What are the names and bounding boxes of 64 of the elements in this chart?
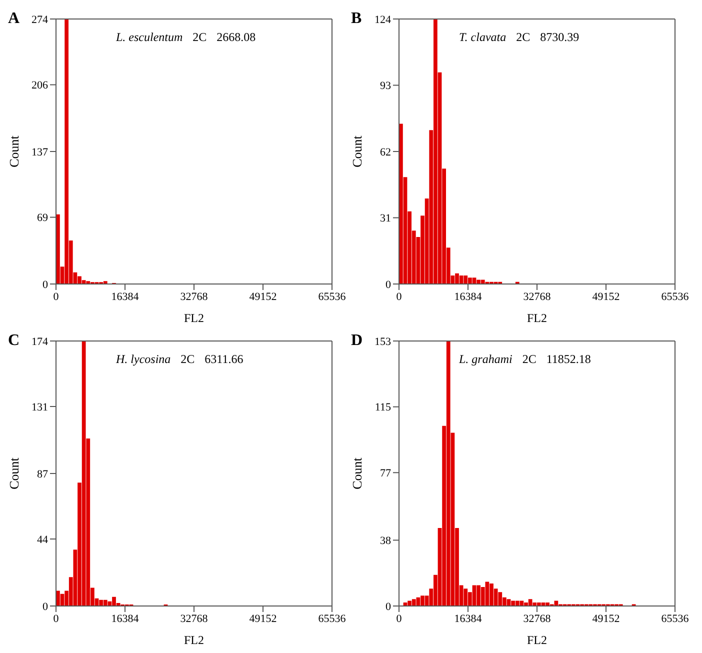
annotation: 6311.66 <box>204 352 244 366</box>
y-tick-label: 0 <box>386 278 392 291</box>
x-tick-label: 0 <box>396 290 402 303</box>
y-axis-title: Count <box>6 135 22 168</box>
x-tick-label: 0 <box>53 612 60 625</box>
chart-title: A <box>8 10 20 28</box>
x-axis-title: FL2 <box>184 311 204 325</box>
y-tick-label: 38 <box>380 535 392 548</box>
annotation: 2C <box>180 352 195 366</box>
x-tick-label: 65536 <box>318 612 346 625</box>
x-tick-label: 49152 <box>592 612 620 625</box>
y-tick-label: 93 <box>380 80 392 92</box>
x-tick-label: 49152 <box>592 290 620 303</box>
annotation: 8730.39 <box>540 30 580 44</box>
annotation: L. esculentum <box>116 30 183 44</box>
annotation: 2C <box>516 30 530 44</box>
x-axis-title: FL2 <box>184 633 204 647</box>
x-tick-label: 16384 <box>454 612 482 625</box>
y-tick-label: 115 <box>374 402 392 414</box>
y-axis-title: Count <box>350 135 365 168</box>
y-tick-label: 274 <box>32 14 48 26</box>
x-tick-label: 32768 <box>523 612 552 625</box>
y-tick-label: 131 <box>32 401 48 414</box>
y-tick-label: 153 <box>374 336 392 348</box>
y-tick-label: 87 <box>37 468 48 480</box>
x-tick-label: 49152 <box>249 612 277 625</box>
x-tick-label: 49152 <box>249 290 277 303</box>
x-axis-title: FL2 <box>526 633 548 647</box>
x-tick-label: 32768 <box>180 290 208 303</box>
chart-title: B <box>351 10 362 28</box>
y-tick-label: 206 <box>32 80 48 92</box>
y-tick-label: 31 <box>380 212 391 225</box>
x-axis-title: FL2 <box>526 311 548 325</box>
y-tick-label: 174 <box>32 336 48 348</box>
annotation: H. lycosina <box>116 352 171 366</box>
x-tick-label: 65536 <box>318 290 346 303</box>
y-tick-label: 62 <box>380 146 391 158</box>
annotation: L. grahami <box>459 352 512 366</box>
annotation: 2668.08 <box>216 30 256 44</box>
y-tick-label: 77 <box>380 468 392 480</box>
x-tick-label: 32768 <box>180 612 208 625</box>
annotation: 2C <box>192 30 207 44</box>
x-tick-label: 16384 <box>111 612 140 625</box>
annotation: T. clavata <box>459 30 506 44</box>
y-tick-label: 69 <box>37 212 48 224</box>
x-tick-label: 16384 <box>111 290 140 303</box>
annotation: 2C <box>522 352 536 366</box>
y-axis-title: Count <box>350 457 365 490</box>
x-tick-label: 16384 <box>454 290 482 303</box>
chart-title: C <box>8 332 20 350</box>
x-tick-label: 0 <box>396 612 402 625</box>
y-tick-label: 0 <box>42 600 48 613</box>
y-axis-title: Count <box>6 457 22 490</box>
y-tick-label: 137 <box>32 146 48 158</box>
annotation: 11852.18 <box>546 352 591 366</box>
x-tick-label: 65536 <box>661 290 690 303</box>
y-tick-label: 0 <box>386 600 392 613</box>
x-tick-label: 65536 <box>661 612 690 625</box>
y-tick-label: 124 <box>374 14 392 26</box>
y-tick-label: 0 <box>42 278 48 291</box>
x-tick-label: 32768 <box>523 290 552 303</box>
chart-title: D <box>351 332 363 350</box>
x-tick-label: 0 <box>53 290 60 303</box>
y-tick-label: 44 <box>37 534 48 546</box>
